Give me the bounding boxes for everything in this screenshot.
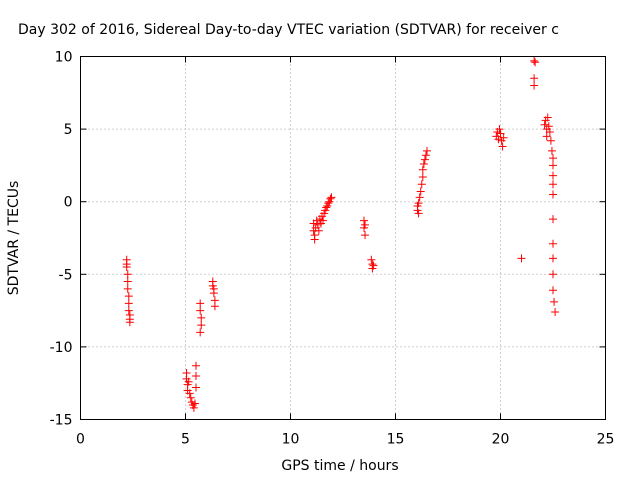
data-point-marker	[369, 261, 378, 270]
data-point-marker	[314, 226, 323, 235]
data-point-marker	[124, 299, 133, 308]
data-point-marker	[361, 231, 370, 240]
data-point-marker	[324, 199, 333, 208]
x-tick-label: 25	[597, 432, 615, 448]
data-point-marker	[531, 58, 540, 67]
data-point-marker	[530, 81, 539, 90]
data-point-marker	[421, 151, 430, 160]
data-point-marker	[360, 216, 368, 225]
y-tick-label: -5	[59, 267, 73, 283]
grid-lines	[80, 56, 606, 420]
data-point-marker	[310, 235, 319, 244]
data-point-marker	[196, 306, 205, 315]
x-tick-label: 10	[282, 432, 300, 448]
data-point-marker	[549, 270, 557, 279]
data-point-marker	[322, 203, 331, 212]
x-axis-label: GPS time / hours	[281, 458, 398, 474]
x-tick-label: 15	[387, 432, 405, 448]
data-point-marker	[546, 136, 555, 145]
data-point-marker	[210, 302, 219, 311]
data-point-marker	[498, 142, 507, 151]
data-point-marker	[123, 284, 132, 293]
data-point-marker	[530, 56, 539, 65]
data-point-marker	[185, 389, 194, 398]
axis-ticks: 0 5 10 15 20 25 -15 -10 -5 0 5 10	[50, 50, 615, 448]
data-point-marker	[418, 165, 427, 174]
data-point-marker	[209, 289, 218, 298]
data-point-marker	[327, 193, 336, 202]
x-tick-label: 20	[492, 432, 510, 448]
data-point-marker	[414, 199, 423, 208]
y-tick-label: 0	[64, 195, 73, 211]
data-point-marker	[543, 113, 552, 122]
data-point-marker	[549, 171, 557, 180]
data-point-marker	[549, 190, 557, 199]
data-point-marker	[124, 292, 133, 301]
data-point-marker	[196, 328, 205, 337]
data-point-marker	[544, 122, 553, 131]
data-point-marker	[545, 128, 554, 137]
data-point-marker	[124, 306, 133, 315]
data-point-marker	[190, 399, 199, 408]
x-tick-label: 0	[76, 432, 85, 448]
data-point-marker	[542, 132, 551, 141]
data-point-marker	[551, 308, 560, 317]
data-point-marker	[184, 377, 193, 386]
data-point-marker	[549, 215, 557, 224]
data-point-marker	[319, 216, 328, 225]
data-point-marker	[549, 154, 557, 163]
data-point-marker	[123, 270, 132, 279]
data-point-marker	[416, 187, 425, 196]
y-tick-label: -15	[50, 413, 73, 429]
data-point-marker	[186, 393, 195, 402]
y-tick-label: 10	[55, 50, 73, 66]
data-point-marker	[495, 125, 504, 134]
plot-frame	[80, 56, 606, 420]
data-point-marker	[499, 133, 508, 142]
data-point-marker	[549, 254, 557, 263]
data-point-marker	[549, 286, 557, 295]
y-axis-label: SDTVAR / TECUs	[6, 181, 22, 296]
data-point-marker	[549, 180, 557, 189]
data-point-marker	[326, 194, 335, 203]
data-point-marker	[550, 297, 559, 306]
data-points	[122, 56, 560, 412]
data-point-marker	[549, 239, 557, 248]
data-point-marker	[549, 161, 557, 170]
x-tick-label: 5	[181, 432, 190, 448]
data-point-marker	[197, 313, 206, 322]
data-point-marker	[192, 361, 200, 370]
data-point-marker	[414, 209, 423, 218]
data-point-marker	[540, 120, 549, 129]
data-point-marker	[361, 220, 370, 229]
data-point-marker	[418, 173, 427, 182]
y-tick-label: 5	[64, 122, 73, 138]
data-point-marker	[419, 159, 428, 168]
data-point-marker	[417, 180, 426, 189]
data-point-marker	[367, 255, 376, 264]
data-point-marker	[547, 146, 556, 155]
data-point-marker	[415, 193, 424, 202]
data-point-marker	[530, 74, 539, 83]
data-point-marker	[122, 263, 131, 272]
data-point-marker	[496, 129, 505, 138]
data-point-marker	[125, 318, 134, 327]
data-point-marker	[197, 321, 206, 330]
data-point-marker	[420, 155, 429, 164]
data-point-marker	[192, 383, 200, 392]
data-point-marker	[423, 146, 431, 155]
data-point-marker	[192, 371, 200, 380]
y-tick-label: -10	[50, 340, 73, 356]
data-point-marker	[196, 299, 205, 308]
chart-title: Day 302 of 2016, Sidereal Day-to-day VTE…	[18, 22, 559, 38]
data-point-marker	[517, 254, 526, 263]
data-point-marker	[189, 403, 198, 412]
data-point-marker	[123, 277, 132, 286]
